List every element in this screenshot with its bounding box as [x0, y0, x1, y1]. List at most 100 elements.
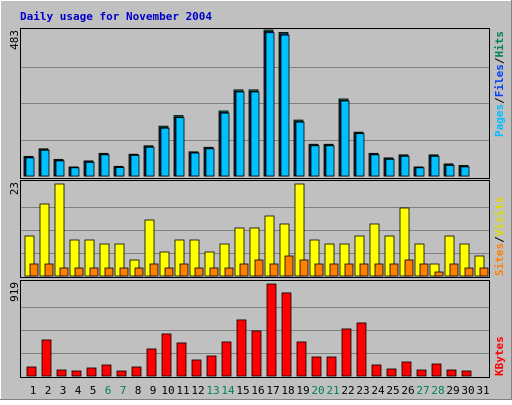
kbytes-bar-day-9: [146, 348, 157, 377]
panel-frame-kbytes: [20, 280, 490, 378]
kbytes-bar-day-22: [341, 328, 352, 377]
kbytes-bar-day-29: [446, 369, 457, 377]
legend-sites: Sites: [493, 243, 506, 276]
sites-bar-day-30: [464, 267, 474, 277]
day-label-21: 21: [326, 384, 339, 397]
visits-bar-day-9: [144, 219, 155, 277]
day-label-1: 1: [30, 384, 37, 397]
visits-bar-day-3: [54, 183, 65, 277]
sites-bar-day-17: [269, 263, 279, 277]
kbytes-bar-day-17: [266, 283, 277, 377]
sites-bar-day-16: [254, 259, 264, 277]
pages-bar-day-24: [370, 154, 380, 177]
day-label-6: 6: [105, 384, 112, 397]
sites-bar-day-18: [284, 255, 294, 277]
kbytes-bar-day-15: [236, 319, 247, 377]
pages-bar-day-1: [25, 157, 35, 177]
pages-bar-day-3: [55, 160, 65, 177]
pages-bar-day-14: [220, 112, 230, 177]
visits-bar-day-17: [264, 215, 275, 277]
day-label-20: 20: [311, 384, 324, 397]
legend-sep-1: /: [493, 97, 506, 104]
sites-bar-day-3: [59, 267, 69, 277]
visits-bar-day-5: [84, 239, 95, 277]
sites-bar-day-6: [104, 267, 114, 277]
legend-hits-panel: Pages/Files/Hits: [493, 31, 506, 137]
panel-frame-hits: [20, 28, 490, 179]
visits-bar-day-31: [474, 255, 485, 277]
day-label-10: 10: [161, 384, 174, 397]
pages-bar-day-2: [40, 149, 50, 177]
pages-bar-day-10: [160, 127, 170, 177]
pages-bar-day-17: [265, 32, 275, 177]
pages-bar-day-16: [250, 91, 260, 177]
legend-sep-2: /: [493, 57, 506, 64]
visits-bar-day-24: [369, 223, 380, 277]
day-label-15: 15: [236, 384, 249, 397]
pages-bar-day-30: [460, 166, 470, 177]
sites-bar-day-27: [419, 263, 429, 277]
day-label-24: 24: [371, 384, 385, 397]
kbytes-bar-day-2: [41, 339, 52, 377]
pages-bar-day-13: [205, 148, 215, 177]
legend-sep-3: /: [493, 236, 506, 243]
sites-bar-day-8: [134, 267, 144, 277]
day-label-5: 5: [90, 384, 97, 397]
day-label-29: 29: [446, 384, 459, 397]
visits-bar-day-15: [234, 227, 245, 277]
sites-bar-day-13: [209, 267, 219, 277]
visits-bar-day-13: [204, 251, 215, 277]
y-max-label-visits: 23: [8, 182, 21, 195]
pages-bar-day-9: [145, 146, 155, 177]
sites-bar-day-29: [449, 263, 459, 277]
legend-hits: Hits: [493, 31, 506, 58]
visits-bar-day-23: [354, 235, 365, 277]
sites-bar-day-28: [434, 271, 444, 277]
kbytes-bar-day-25: [386, 368, 397, 377]
sites-bar-day-7: [119, 267, 129, 277]
visits-bar-day-18: [279, 223, 290, 277]
pages-bar-day-22: [340, 100, 350, 177]
pages-bar-day-5: [85, 161, 95, 177]
visits-bar-day-16: [249, 227, 260, 277]
sites-bar-day-22: [344, 263, 354, 277]
day-label-17: 17: [266, 384, 279, 397]
sites-bar-day-31: [479, 267, 489, 277]
day-label-19: 19: [296, 384, 309, 397]
day-label-28: 28: [431, 384, 444, 397]
day-label-30: 30: [461, 384, 474, 397]
kbytes-bar-day-1: [26, 366, 37, 377]
visits-bar-day-11: [174, 239, 185, 277]
y-max-label-hits: 483: [8, 30, 21, 50]
sites-bar-day-24: [374, 263, 384, 277]
sites-bar-day-4: [74, 267, 84, 277]
kbytes-bar-day-10: [161, 333, 172, 377]
pages-bar-day-20: [310, 145, 320, 177]
legend-kbytes: KBytes: [493, 336, 506, 376]
day-label-2: 2: [45, 384, 52, 397]
sites-bar-day-15: [239, 263, 249, 277]
sites-bar-day-9: [149, 263, 159, 277]
pages-bar-day-19: [295, 121, 305, 177]
sites-bar-day-21: [329, 263, 339, 277]
kbytes-bar-day-19: [296, 341, 307, 377]
pages-bar-day-23: [355, 133, 365, 177]
pages-bar-day-21: [325, 145, 335, 177]
legend-visits: Visits: [493, 197, 506, 237]
visits-bar-day-27: [414, 243, 425, 277]
sites-bar-day-10: [164, 267, 174, 277]
visits-bar-day-10: [159, 251, 170, 277]
legend-files: Files: [493, 64, 506, 97]
legend-pages: Pages: [493, 104, 506, 137]
sites-bar-day-19: [299, 259, 309, 277]
legend-visits-panel: Sites/Visits: [493, 197, 506, 277]
sites-bar-day-1: [29, 263, 39, 277]
visits-bar-day-4: [69, 239, 80, 277]
kbytes-bar-day-8: [131, 366, 142, 377]
pages-bar-day-12: [190, 152, 200, 177]
pages-bar-day-8: [130, 155, 140, 177]
day-label-31: 31: [476, 384, 489, 397]
pages-bar-day-29: [445, 165, 455, 177]
kbytes-bar-day-21: [326, 356, 337, 377]
